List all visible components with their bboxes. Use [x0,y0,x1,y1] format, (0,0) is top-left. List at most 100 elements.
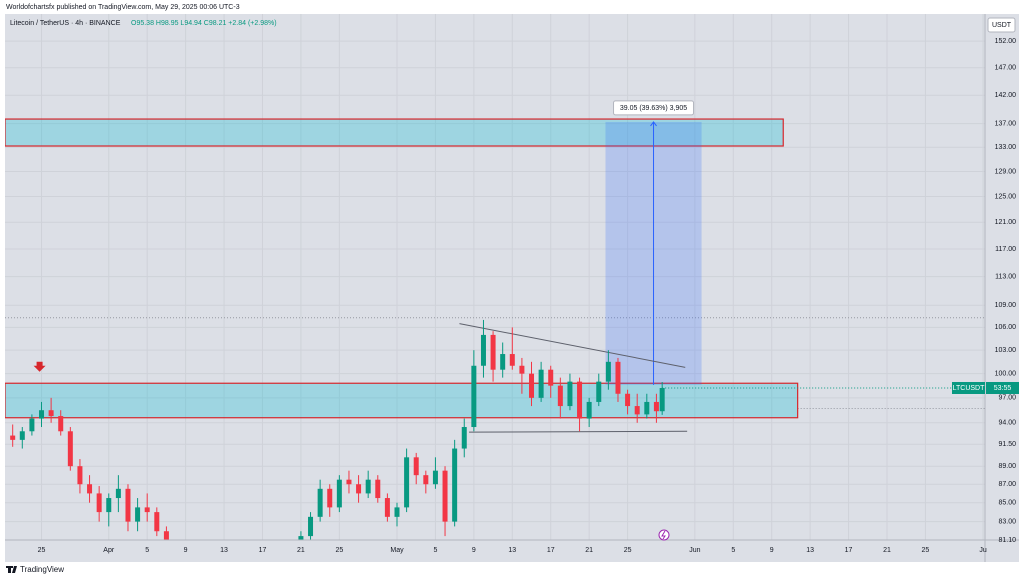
candle-body [144,507,150,513]
candle-body [394,507,400,517]
candle-body [29,418,35,432]
y-tick-label: 94.00 [998,420,1016,427]
candle-body [384,498,390,517]
x-tick-label: Apr [103,547,115,554]
candle-body [336,479,342,508]
candle-body [135,507,141,522]
candle-body [413,457,419,476]
x-tick-label: 25 [335,547,343,554]
y-tick-label: 85.00 [998,500,1016,507]
measure-label: 39.05 (39.63%) 3,905 [620,105,687,112]
candle-body [365,479,371,494]
y-tick-label: 81.10 [998,537,1016,544]
y-tick-label: 125.00 [995,193,1017,200]
measure-arrow-head [650,121,657,127]
candle-body [39,410,45,419]
candle-body [452,448,458,522]
candle-body [442,470,448,522]
x-tick-label: 5 [145,547,149,554]
candle-body [586,401,592,419]
candle-body [557,385,563,407]
y-tick-label: 87.00 [998,481,1016,488]
x-tick-label: 17 [547,547,555,554]
x-tick-label: 13 [508,547,516,554]
x-tick-label: 5 [433,547,437,554]
candle-body [548,369,554,386]
y-tick-label: 147.00 [995,65,1017,72]
currency-button[interactable] [987,17,1016,33]
x-tick-label: 21 [297,547,305,554]
price-tag-symbol-box [952,381,985,394]
candle-body [596,381,602,402]
symbol-title: Litecoin / TetherUS · 4h · BINANCE [10,20,121,27]
event-icon-bolt [661,530,666,540]
candle-body [308,516,314,537]
candle-body [48,410,54,417]
candle-body [154,512,160,532]
currency-label[interactable]: USDT [992,22,1012,29]
y-tick-label: 117.00 [995,246,1016,253]
candle-body [538,369,544,398]
candle-body [10,435,16,440]
event-icon[interactable] [658,529,670,541]
candle-body [115,488,121,499]
trendline [469,430,688,433]
x-tick-label: 13 [806,547,814,554]
candle-body [653,401,659,412]
y-tick-label: 106.00 [995,324,1017,331]
x-tick-label: Ju [979,547,987,554]
candle-body [96,493,102,513]
trendline [459,323,686,368]
y-tick-label: 103.00 [995,347,1017,354]
supply-demand-zone [5,382,799,419]
candle-body [356,484,362,494]
price-tag-box [986,381,1019,394]
x-tick-label: May [390,547,404,554]
candle-body [644,401,650,415]
candle-body [461,427,467,449]
y-tick-label: 100.00 [995,370,1017,377]
y-tick-label: 113.00 [995,273,1016,280]
y-tick-label: 137.00 [995,121,1017,128]
y-tick-label: 97.00 [998,395,1016,402]
candle-body [163,531,169,540]
candle-body [125,488,131,522]
x-tick-label: Jun [689,547,700,554]
candle-body [375,479,381,499]
x-tick-label: 25 [38,547,46,554]
x-tick-label: 9 [184,547,188,554]
candle-body [106,498,112,513]
x-tick-label: 17 [259,547,267,554]
candle-body [87,484,93,494]
candle-body [77,466,83,485]
x-tick-label: 25 [922,547,930,554]
x-tick-label: 21 [585,547,593,554]
candle-body [659,387,665,412]
brand-name: TradingView [20,565,64,574]
x-tick-label: 17 [845,547,853,554]
candle-body [423,475,429,485]
y-tick-label: 129.00 [995,168,1017,175]
candle-body [509,354,515,366]
y-tick-label: 91.50 [998,441,1016,448]
y-tick-label: 133.00 [995,144,1017,151]
arrow-marker [33,361,46,372]
x-tick-label: 9 [472,547,476,554]
candle-body [327,488,333,508]
y-tick-label: 83.00 [998,518,1016,525]
candle-body [317,488,323,517]
plot-area [5,14,985,540]
candle-body [471,365,477,428]
candle-body [346,479,352,485]
candle-body [432,470,438,485]
candle-body [404,457,410,508]
y-tick-label: 121.00 [995,219,1017,226]
candle-body [567,381,573,407]
published-note: Worldofchartsfx published on TradingView… [6,4,240,11]
candle-body [19,431,25,440]
y-tick-label: 152.00 [995,38,1017,45]
candle-body [577,381,583,419]
x-tick-label: 5 [731,547,735,554]
x-tick-label: 13 [220,547,228,554]
